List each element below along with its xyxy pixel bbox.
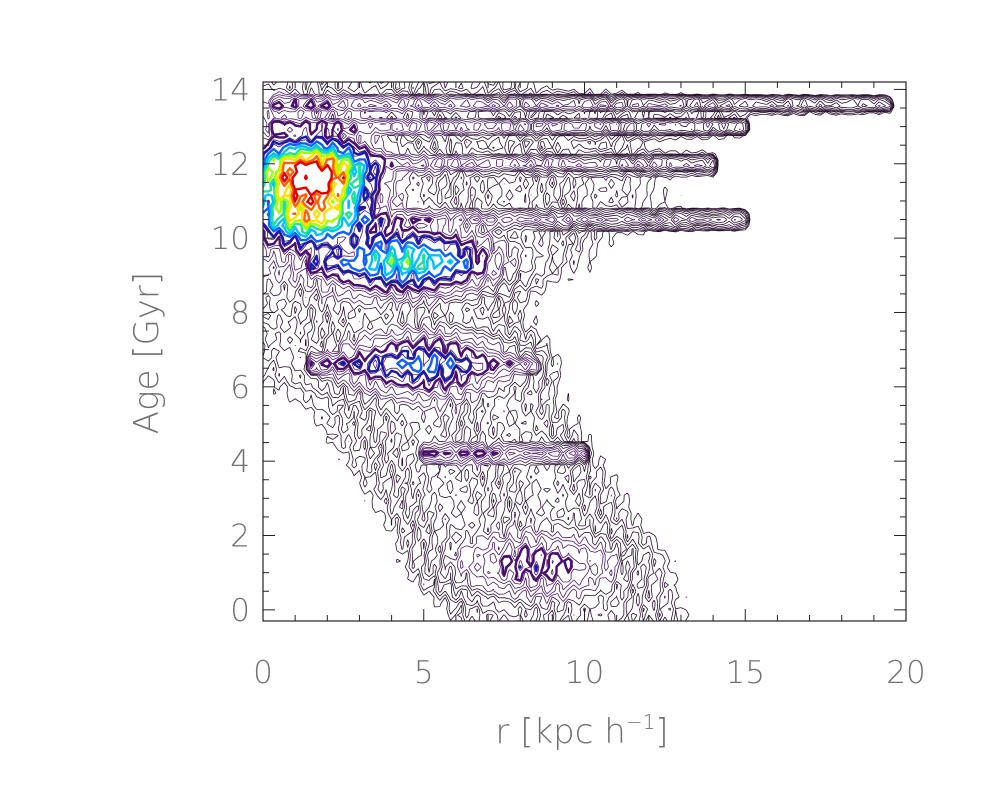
y-axis-title: Age [Gyr] — [127, 272, 167, 434]
contour-line — [263, 82, 893, 621]
y-tick-label: 12 — [211, 147, 250, 183]
y-tick-label: 0 — [230, 593, 250, 629]
y-tick-label: 14 — [211, 72, 250, 108]
contour-line — [263, 82, 895, 621]
density-contour — [276, 151, 350, 226]
contour-line — [263, 94, 662, 598]
density-contour — [263, 140, 469, 374]
y-tick-label: 10 — [211, 221, 250, 257]
contour-line — [263, 82, 892, 621]
density-contours — [263, 98, 573, 582]
x-tick-label: 0 — [253, 655, 273, 691]
x-tick-label: 15 — [726, 655, 765, 691]
contour-lines — [263, 82, 895, 621]
density-contour — [263, 147, 426, 271]
contour-line — [263, 82, 891, 621]
contour-line — [263, 91, 881, 604]
contour-line — [263, 82, 894, 621]
x-axis-title: r [kpc h−1] — [495, 710, 668, 752]
x-tick-labels: 0 5 10 15 20 — [253, 655, 926, 691]
density-contour — [278, 155, 347, 223]
density-contour — [281, 160, 345, 206]
x-tick-label: 10 — [565, 655, 604, 691]
y-tick-label: 6 — [230, 370, 250, 406]
y-tick-label: 4 — [230, 444, 250, 480]
density-contour — [265, 148, 410, 266]
y-tick-label: 8 — [230, 295, 250, 331]
contour-line — [263, 95, 601, 595]
contour-line — [263, 82, 886, 616]
y-tick-label: 2 — [230, 519, 250, 555]
density-contour — [263, 135, 539, 573]
x-tick-label: 5 — [414, 655, 434, 691]
density-contour — [263, 98, 573, 582]
density-contour — [263, 144, 454, 277]
y-tick-labels: 0 2 4 6 8 10 12 14 — [211, 72, 250, 628]
x-tick-label: 20 — [886, 655, 925, 691]
axis-ticks — [262, 82, 907, 621]
